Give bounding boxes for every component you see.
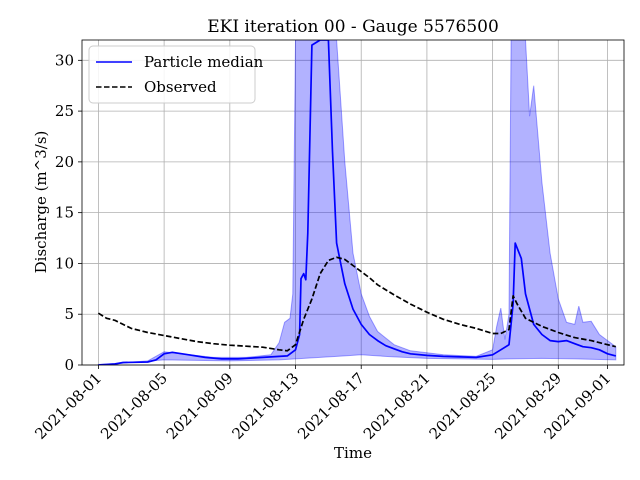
y-tick-label: 25 <box>55 102 74 120</box>
legend-particle-median-label: Particle median <box>144 53 264 71</box>
y-tick-label: 30 <box>55 51 74 69</box>
chart-title: EKI iteration 00 - Gauge 5576500 <box>207 17 499 37</box>
plot-area-frame <box>81 39 625 366</box>
y-tick-label: 0 <box>64 356 74 374</box>
x-tick-label: 2021-08-09 <box>163 369 237 443</box>
y-tick-label: 10 <box>55 254 74 272</box>
x-tick-label: 2021-08-21 <box>360 369 434 443</box>
x-tick-label: 2021-08-17 <box>294 369 368 443</box>
y-tick-label: 15 <box>55 204 74 222</box>
particle-median-line <box>98 40 617 365</box>
uncertainty-band-layer <box>97 40 617 365</box>
x-tick-label: 2021-08-25 <box>426 369 500 443</box>
grid <box>82 40 624 366</box>
observed-line <box>97 256 617 352</box>
x-tick-label: 2021-08-05 <box>97 369 171 443</box>
series-layer <box>97 40 617 365</box>
legend: Particle median Observed <box>88 45 264 104</box>
uncertainty-band <box>97 40 617 365</box>
y-tick-label: 5 <box>64 305 74 323</box>
legend-frame <box>88 45 256 104</box>
y-axis-label: Discharge (m^3/s) <box>32 131 50 274</box>
legend-observed-label: Observed <box>144 78 217 96</box>
x-tick-label: 2021-08-01 <box>31 369 105 443</box>
x-axis-label: Time <box>334 444 372 462</box>
y-tick-label: 20 <box>55 153 74 171</box>
x-tick-label: 2021-08-13 <box>228 369 302 443</box>
